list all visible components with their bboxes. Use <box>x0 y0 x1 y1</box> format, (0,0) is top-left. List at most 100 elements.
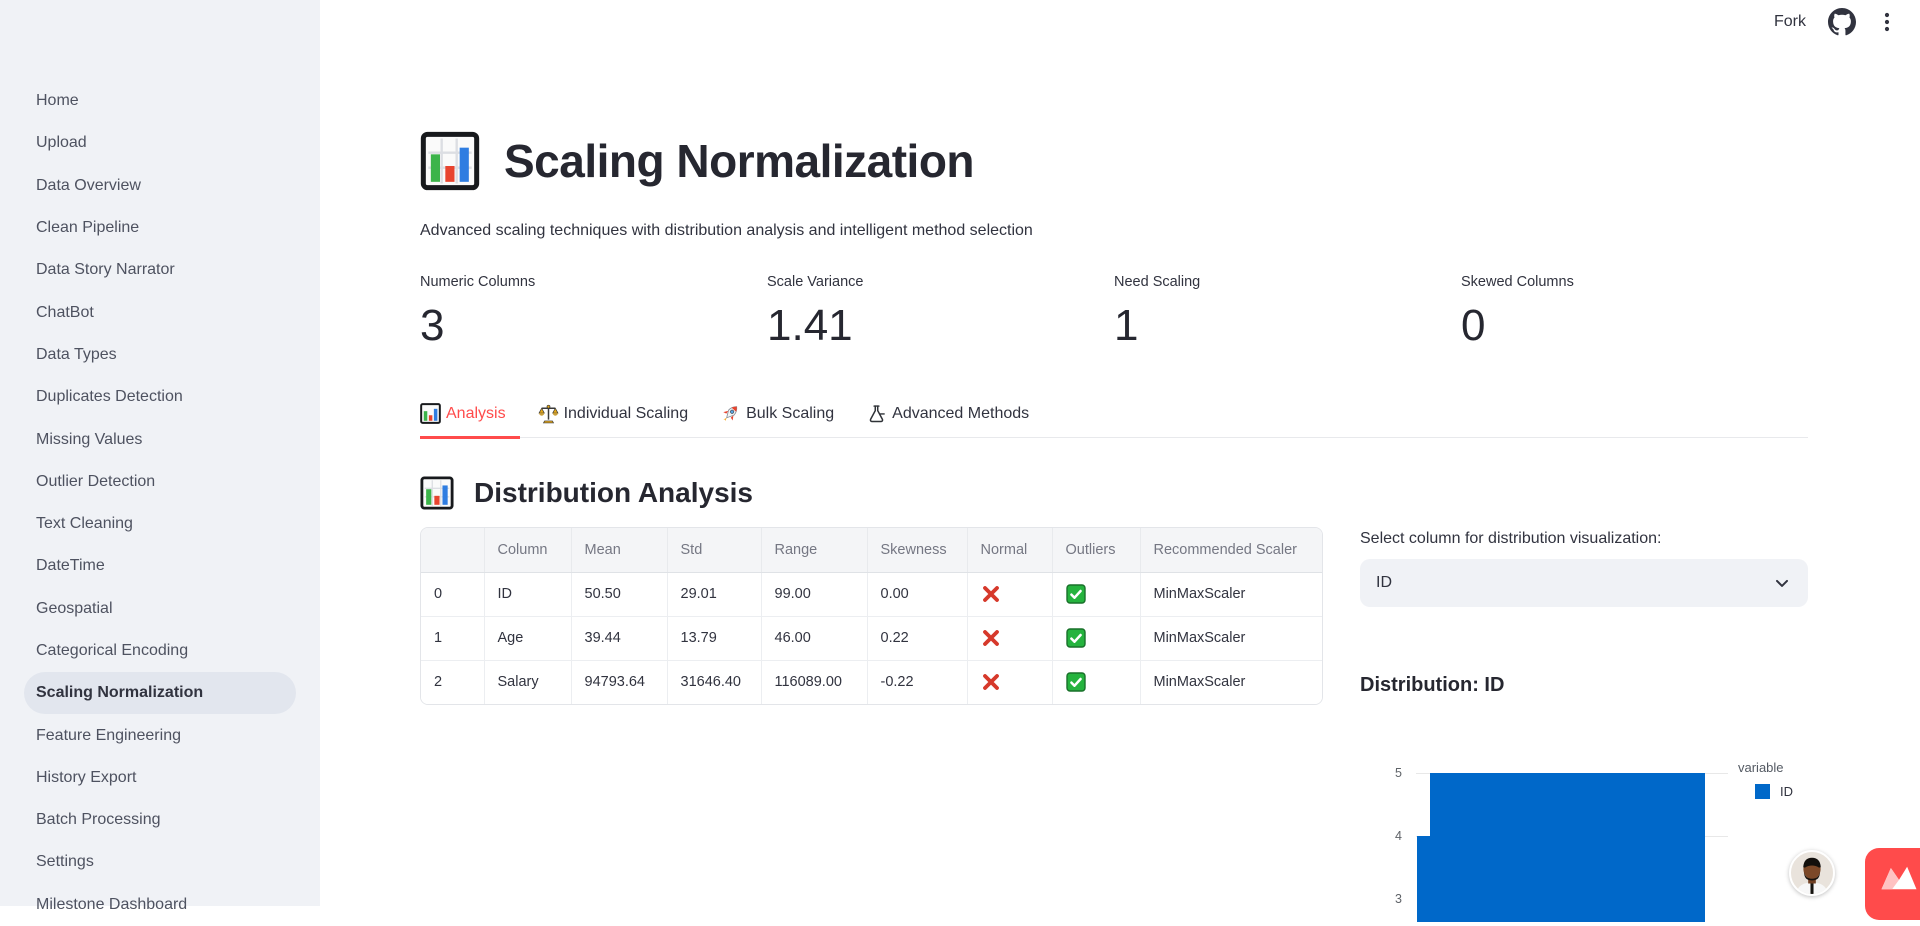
column-select[interactable]: ID <box>1360 559 1808 607</box>
col-skewness[interactable]: Skewness <box>867 528 968 573</box>
cell-column[interactable]: ID <box>484 572 572 617</box>
distribution-histogram[interactable]: 5 4 3 variable ID <box>1360 722 1808 922</box>
avatar-photo <box>1791 852 1833 894</box>
col-normal[interactable]: Normal <box>967 528 1053 573</box>
sidebar-item-home[interactable]: Home <box>36 92 79 110</box>
sidebar-item-text-cleaning[interactable]: Text Cleaning <box>36 515 133 533</box>
cell-skewness[interactable]: 0.22 <box>867 616 968 661</box>
y-tick-label: 5 <box>1395 766 1402 780</box>
metric-label: Numeric Columns <box>420 274 536 290</box>
sidebar-item-data-story-narrator[interactable]: Data Story Narrator <box>36 261 175 279</box>
distribution-title: Distribution: ID <box>1360 674 1505 696</box>
cell-mean[interactable]: 94793.64 <box>571 660 668 704</box>
sidebar-item-history-export[interactable]: History Export <box>36 768 137 786</box>
col-index[interactable] <box>421 528 485 573</box>
github-icon[interactable] <box>1828 8 1856 36</box>
metric-label: Skewed Columns <box>1461 274 1574 290</box>
tab-label: Advanced Methods <box>892 404 1030 422</box>
cell-std[interactable]: 31646.40 <box>667 660 762 704</box>
distribution-table[interactable]: Column Mean Std Range Skewness Normal Ou… <box>420 527 1323 705</box>
sidebar-item-missing-values[interactable]: Missing Values <box>36 430 143 448</box>
check-mark-icon <box>1065 628 1086 648</box>
sidebar-item-data-types[interactable]: Data Types <box>36 345 117 363</box>
cell-outliers[interactable] <box>1052 660 1141 704</box>
cell-range[interactable]: 99.00 <box>761 572 868 617</box>
bar-chart-emoji-icon <box>420 403 441 424</box>
sidebar-item-duplicates-detection[interactable]: Duplicates Detection <box>36 388 183 406</box>
fork-button[interactable]: Fork <box>1774 13 1806 30</box>
cell-std[interactable]: 29.01 <box>667 572 762 617</box>
sidebar-item-settings[interactable]: Settings <box>36 853 94 871</box>
check-mark-icon <box>1065 584 1086 604</box>
col-range[interactable]: Range <box>761 528 868 573</box>
metric-scale-variance: Scale Variance 1.41 <box>767 273 1114 349</box>
sidebar-item-milestone-dashboard[interactable]: Milestone Dashboard <box>36 895 188 913</box>
sidebar-item-categorical-encoding[interactable]: Categorical Encoding <box>36 642 189 659</box>
tab-advanced-methods[interactable]: Advanced Methods <box>866 393 1043 439</box>
cell-normal[interactable] <box>967 660 1053 704</box>
metric-value: 0 <box>1461 301 1486 350</box>
sidebar-item-upload[interactable]: Upload <box>36 134 87 152</box>
col-recommended-scaler[interactable]: Recommended Scaler <box>1140 528 1322 573</box>
legend-title: variable <box>1738 760 1784 775</box>
sidebar-item-datetime[interactable]: DateTime <box>36 557 105 575</box>
cell-outliers[interactable] <box>1052 616 1141 661</box>
col-outliers[interactable]: Outliers <box>1052 528 1141 573</box>
col-std[interactable]: Std <box>667 528 762 573</box>
bar-chart-emoji-icon <box>420 131 480 191</box>
col-mean[interactable]: Mean <box>571 528 668 573</box>
cell-mean[interactable]: 39.44 <box>571 616 668 661</box>
histogram-bar <box>1430 773 1705 922</box>
legend-swatch-icon <box>1755 784 1770 799</box>
sidebar-item-scaling-normalization[interactable]: Scaling Normalization <box>24 672 296 715</box>
col-column[interactable]: Column <box>484 528 572 573</box>
cell-index[interactable]: 0 <box>421 572 485 617</box>
table-row: 0 ID 50.50 29.01 99.00 0.00 MinMaxScaler <box>421 572 1322 617</box>
cell-column[interactable]: Salary <box>484 660 572 704</box>
sidebar-item-geospatial[interactable]: Geospatial <box>36 599 113 617</box>
user-avatar[interactable] <box>1789 850 1835 896</box>
page-subtitle: Advanced scaling techniques with distrib… <box>420 222 1033 239</box>
legend-entry[interactable]: ID <box>1738 784 1793 799</box>
cell-scaler[interactable]: MinMaxScaler <box>1140 616 1322 661</box>
cell-mean[interactable]: 50.50 <box>571 572 668 617</box>
kebab-menu-icon[interactable] <box>1878 8 1896 36</box>
chevron-down-icon <box>1776 579 1788 587</box>
tab-bar: Analysis Individual Scaling <box>420 393 1808 439</box>
sidebar-item-feature-engineering[interactable]: Feature Engineering <box>36 726 181 744</box>
streamlit-badge[interactable] <box>1865 848 1920 920</box>
table-row: 1 Age 39.44 13.79 46.00 0.22 MinMaxScale… <box>421 616 1322 661</box>
cell-normal[interactable] <box>967 572 1053 617</box>
cell-range[interactable]: 46.00 <box>761 616 868 661</box>
sidebar-item-outlier-detection[interactable]: Outlier Detection <box>36 472 156 490</box>
metric-skewed-columns: Skewed Columns 0 <box>1461 273 1808 349</box>
sidebar-item-clean-pipeline[interactable]: Clean Pipeline <box>36 219 140 237</box>
cross-mark-icon <box>982 674 999 691</box>
y-tick-label: 4 <box>1395 829 1402 843</box>
sidebar-item-data-overview[interactable]: Data Overview <box>36 176 141 194</box>
metric-need-scaling: Need Scaling 1 <box>1114 273 1461 349</box>
metric-value: 1.41 <box>767 301 853 350</box>
cell-skewness[interactable]: -0.22 <box>867 660 968 704</box>
cell-scaler[interactable]: MinMaxScaler <box>1140 572 1322 617</box>
cell-scaler[interactable]: MinMaxScaler <box>1140 660 1322 704</box>
main-content: Scaling Normalization Advanced scaling t… <box>420 0 1808 922</box>
cell-skewness[interactable]: 0.00 <box>867 572 968 617</box>
y-tick-label: 3 <box>1395 892 1402 906</box>
sidebar-item-chatbot[interactable]: ChatBot <box>36 303 94 321</box>
metric-numeric-columns: Numeric Columns 3 <box>420 273 767 349</box>
metric-value: 3 <box>420 301 445 350</box>
cell-normal[interactable] <box>967 616 1053 661</box>
cell-std[interactable]: 13.79 <box>667 616 762 661</box>
cell-index[interactable]: 2 <box>421 660 485 704</box>
cell-range[interactable]: 116089.00 <box>761 660 868 704</box>
tab-individual-scaling[interactable]: Individual Scaling <box>538 393 703 439</box>
cell-column[interactable]: Age <box>484 616 572 661</box>
metric-label: Scale Variance <box>767 274 864 290</box>
tab-bulk-scaling[interactable]: Bulk Scaling <box>720 393 848 439</box>
tab-analysis[interactable]: Analysis <box>420 393 520 439</box>
sidebar: Home Upload Data Overview Clean Pipeline… <box>0 0 320 913</box>
sidebar-item-batch-processing[interactable]: Batch Processing <box>36 811 161 829</box>
cell-outliers[interactable] <box>1052 572 1141 617</box>
cell-index[interactable]: 1 <box>421 616 485 661</box>
